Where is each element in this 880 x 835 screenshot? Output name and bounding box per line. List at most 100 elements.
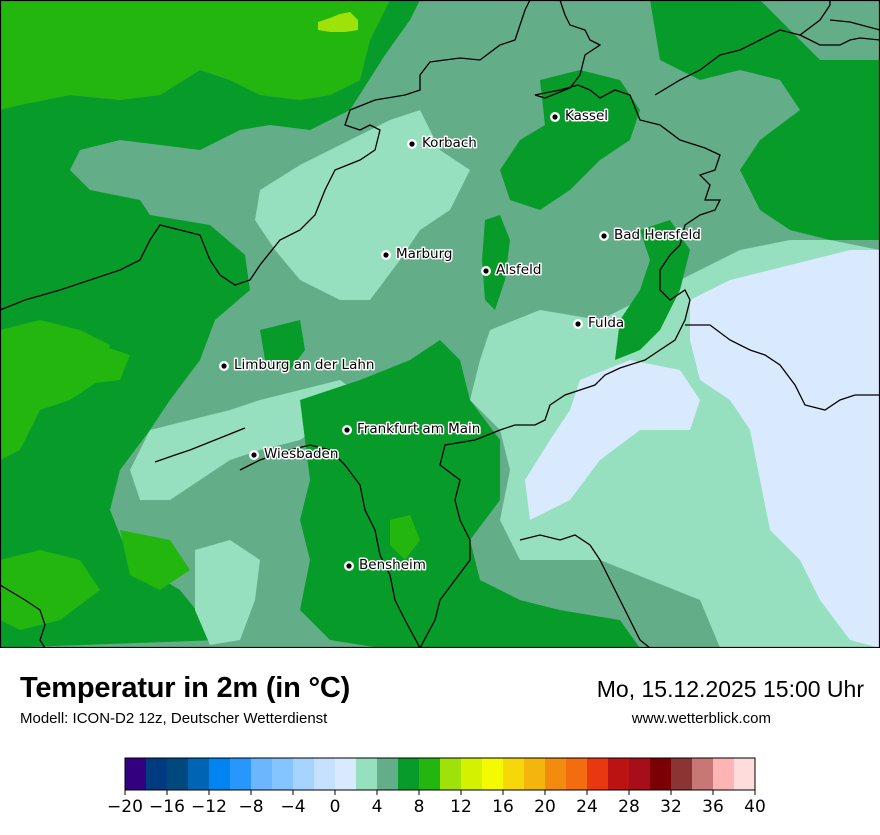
- colorbar-bin: [377, 758, 399, 790]
- colorbar-bin: [125, 758, 147, 790]
- city-label: Bad Hersfeld: [614, 227, 701, 243]
- colorbar-bin: [230, 758, 252, 790]
- zone-8-10-sw2: [120, 530, 190, 590]
- city-alsfeld: Alsfeld: [481, 261, 543, 280]
- city-label: Korbach: [422, 135, 477, 151]
- colorbar-tick-label: 4: [372, 797, 383, 817]
- city-frankfurt-am-main: Frankfurt am Main: [342, 420, 482, 439]
- zone-8-10-west-2: [50, 345, 130, 385]
- temperature-colorbar: −20 −16 −12 −8 −4 0 4 8 12 16 20 24 28 32 36 40: [0, 750, 880, 830]
- colorbar-bin: [188, 758, 210, 790]
- zone-6-8-limburg: [260, 320, 305, 370]
- colorbar-tick-label: 24: [576, 797, 598, 817]
- colorbar-tick-label: 0: [330, 797, 341, 817]
- colorbar-tick-label: −16: [149, 797, 185, 817]
- zone-8-10-northwest: [0, 0, 390, 110]
- city-bensheim: Bensheim: [344, 556, 427, 575]
- colorbar-bin: [713, 758, 735, 790]
- colorbar-bin: [419, 758, 441, 790]
- colorbar-tick-label: 16: [492, 797, 514, 817]
- colorbar-bin: [608, 758, 630, 790]
- colorbar-bin: [734, 758, 756, 790]
- city-bad-hersfeld: Bad Hersfeld: [599, 226, 702, 245]
- city-label: Kassel: [565, 108, 608, 124]
- city-dot-icon: [251, 452, 257, 458]
- model-subtitle: Modell: ICON-D2 12z, Deutscher Wetterdie…: [20, 710, 328, 727]
- colorbar-bin: [545, 758, 567, 790]
- zone-0-2-center: [525, 360, 700, 520]
- city-dot-icon: [552, 114, 558, 120]
- zone-8-10-southwest: [0, 550, 100, 630]
- colorbar-bin: [314, 758, 336, 790]
- city-kassel: Kassel: [550, 107, 610, 126]
- colorbar-bin: [209, 758, 231, 790]
- colorbar-bin: [293, 758, 315, 790]
- zone-6-8-fulda-east: [615, 220, 690, 360]
- zone-6-8-northwest: [0, 0, 420, 648]
- zone-4-6-southeast: [520, 560, 720, 648]
- colorbar-tick-label: −20: [107, 797, 143, 817]
- city-label: Limburg an der Lahn: [234, 357, 374, 373]
- city-fulda: Fulda: [573, 314, 626, 333]
- colorbar-bin: [566, 758, 588, 790]
- colorbar-bin: [629, 758, 651, 790]
- city-label: Marburg: [396, 246, 452, 262]
- zone-6-8-south: [300, 340, 640, 648]
- zone-6-8-northeast: [650, 0, 880, 240]
- colorbar-bin: [482, 758, 504, 790]
- zone-2-4-south: [195, 540, 260, 645]
- city-marburg: Marburg: [381, 245, 454, 264]
- colorbar-tick-label: 36: [702, 797, 724, 817]
- colorbar-bin: [461, 758, 483, 790]
- colorbar-tick-label: −12: [191, 797, 227, 817]
- zone-0-2-east: [690, 250, 880, 648]
- zone-10-12: [318, 12, 358, 32]
- city-dot-icon: [383, 252, 389, 258]
- city-limburg-an-der-lahn: Limburg an der Lahn: [219, 356, 376, 375]
- city-dot-icon: [601, 233, 607, 239]
- colorbar-tick-label: 8: [414, 797, 425, 817]
- colorbar-bin: [251, 758, 273, 790]
- city-wiesbaden: Wiesbaden: [249, 445, 340, 464]
- city-label: Bensheim: [359, 557, 426, 573]
- city-label: Frankfurt am Main: [357, 421, 480, 437]
- city-korbach: Korbach: [407, 134, 478, 153]
- colorbar-bin: [272, 758, 294, 790]
- colorbar-bin: [524, 758, 546, 790]
- temperature-map: Kassel Korbach Bad Hersfeld Marburg Alsfeld F…: [0, 0, 880, 648]
- colorbar-bin: [167, 758, 189, 790]
- state-borders: [0, 0, 880, 648]
- city-dot-icon: [575, 321, 581, 327]
- colorbar-bin: [692, 758, 714, 790]
- city-dot-icon: [221, 363, 227, 369]
- colorbar-tick-label: 40: [744, 797, 766, 817]
- valid-datetime: Mo, 15.12.2025 15:00 Uhr: [596, 676, 864, 702]
- city-label: Fulda: [588, 315, 624, 331]
- colorbar-bin: [671, 758, 693, 790]
- city-label: Alsfeld: [496, 262, 541, 278]
- zone-2-4-central: [255, 110, 470, 300]
- colorbar-bin: [650, 758, 672, 790]
- zone-8-10-bensheim: [390, 515, 420, 560]
- website-link[interactable]: www.wetterblick.com: [631, 710, 771, 727]
- colorbar-tick-label: 12: [450, 797, 472, 817]
- colorbar-tick-label: −8: [238, 797, 263, 817]
- colorbar-bin: [398, 758, 420, 790]
- city-dot-icon: [344, 427, 350, 433]
- colorbar-bin: [146, 758, 168, 790]
- city-dot-icon: [483, 268, 489, 274]
- colorbar-tick-label: 28: [618, 797, 640, 817]
- city-dot-icon: [409, 141, 415, 147]
- city-label: Wiesbaden: [264, 446, 338, 462]
- colorbar-bin: [356, 758, 378, 790]
- city-markers: Kassel Korbach Bad Hersfeld Marburg Alsfeld F…: [219, 107, 702, 575]
- colorbar-bin: [587, 758, 609, 790]
- city-dot-icon: [346, 563, 352, 569]
- colorbar-bin: [335, 758, 357, 790]
- zone-6-8-alsfeld: [482, 215, 510, 310]
- colorbar-tick-label: 32: [660, 797, 682, 817]
- colorbar-bin: [440, 758, 462, 790]
- colorbar-frame: [124, 757, 756, 791]
- zone-6-8-kassel: [500, 70, 640, 210]
- colorbar-tick-label: −4: [280, 797, 305, 817]
